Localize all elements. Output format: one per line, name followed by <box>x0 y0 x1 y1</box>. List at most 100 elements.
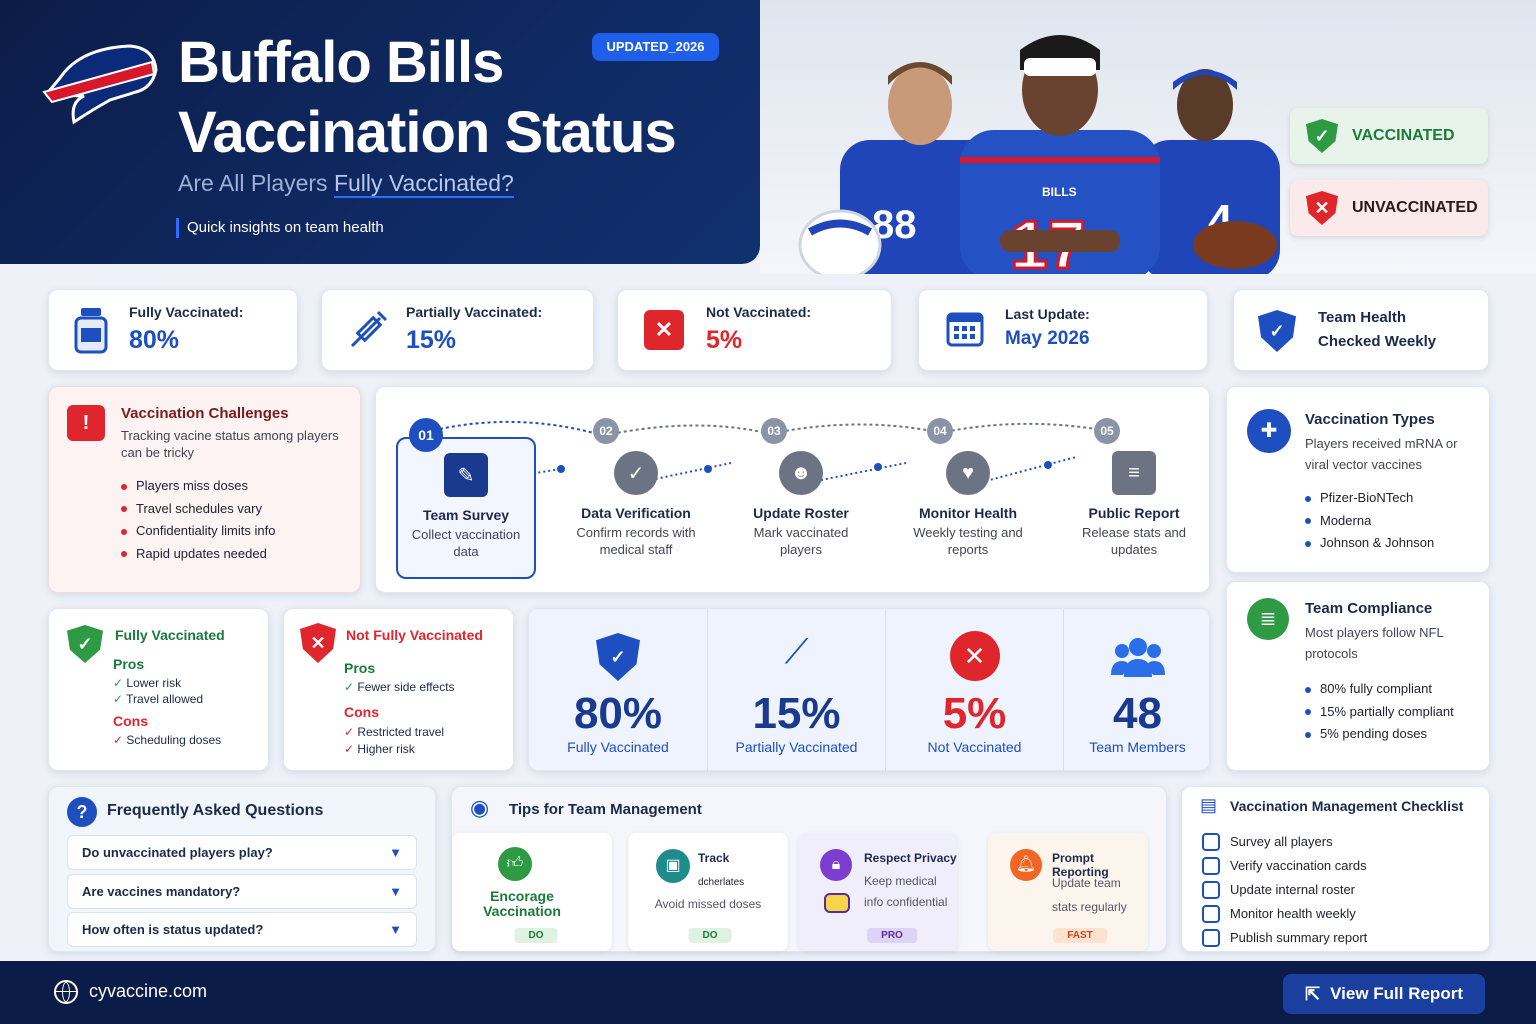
types-title: Vaccination Types <box>1305 411 1435 428</box>
faq-item[interactable]: Are vaccines mandatory? ▼ <box>67 874 417 909</box>
challenges-desc: Tracking vacine status among players can… <box>121 428 339 460</box>
tip-encourage[interactable]: 👍︎ Encorage Vaccination DO <box>452 833 612 951</box>
users-icon: ☻ <box>779 451 823 495</box>
insight-text: Quick insights on team health <box>176 218 384 238</box>
lock-icon: 🔒︎ <box>820 849 852 881</box>
shield-icon: ✓ <box>1258 310 1296 352</box>
checklist-card: ▤ Vaccination Management Checklist Surve… <box>1181 786 1490 952</box>
report-icon: ≡ <box>1112 451 1156 495</box>
legend-unvaccinated: ✕ UNVACCINATED <box>1290 180 1488 236</box>
bell-icon: 🔔︎ <box>1010 849 1042 881</box>
tips-card: ◉ Tips for Team Management 👍︎ Encorage V… <box>451 786 1167 952</box>
list-item: 80% fully compliant <box>1305 678 1454 701</box>
list-item: Confidentiality limits info <box>121 520 275 543</box>
checkbox[interactable] <box>1202 833 1220 851</box>
x-shield-icon: ✕ <box>1306 191 1338 225</box>
list-item: Travel schedules vary <box>121 498 275 521</box>
process-connectors <box>439 420 1097 482</box>
compliance-list: 80% fully compliant 15% partially compli… <box>1305 678 1454 746</box>
question-icon: ? <box>67 797 97 827</box>
stat-card-update: Last Update: May 2026 <box>918 289 1208 371</box>
checkbox[interactable] <box>1202 929 1220 947</box>
check-shield-icon: ✓ <box>1306 119 1338 153</box>
faq-item[interactable]: How often is status updated? ▼ <box>67 912 417 947</box>
checklist-item[interactable]: Survey all players <box>1202 830 1367 854</box>
cons-label: Cons <box>113 713 148 729</box>
list-item: Pfizer-BioNTech <box>1305 487 1434 510</box>
checklist-item[interactable]: Publish summary report <box>1202 926 1367 950</box>
site-link[interactable]: cyvaccine.com <box>89 981 208 1001</box>
step-number: 03 <box>761 418 787 444</box>
list-item: Johnson & Johnson <box>1305 532 1434 555</box>
checklist-item[interactable]: Update internal roster <box>1202 878 1367 902</box>
mask-icon <box>824 893 850 913</box>
big-stat-partial: ⟋ 15% Partially Vaccinated <box>707 609 885 772</box>
pros-label: Pros <box>344 660 376 676</box>
tip-tag: PRO <box>867 928 917 943</box>
step-number: 02 <box>593 418 619 444</box>
x-shield-icon: ✕ <box>300 623 336 663</box>
challenges-card: ! Vaccination Challenges Tracking vacine… <box>48 386 361 593</box>
checkbox[interactable] <box>1202 857 1220 875</box>
step-4[interactable]: ♥ Monitor Health Weekly testing and repor… <box>898 437 1038 579</box>
tip-track[interactable]: ▣ Track dcherlates Avoid missed doses DO <box>628 833 788 951</box>
tip-reporting[interactable]: 🔔︎ Prompt Reporting Update team stats re… <box>988 833 1148 951</box>
challenges-title: Vaccination Challenges <box>121 405 289 422</box>
pros-label: Pros <box>113 656 145 672</box>
heart-icon: ♥ <box>946 451 990 495</box>
tip-privacy[interactable]: 🔒︎ Respect Privacy Keep medical info con… <box>798 833 958 951</box>
compliance-desc: Most players follow NFL protocols <box>1305 625 1444 661</box>
step-1[interactable]: ✎ Team Survey Collect vaccination data <box>396 437 536 579</box>
stat-label: Not Vaccinated: <box>706 304 812 320</box>
stat-value: 5% <box>706 326 743 354</box>
step-5[interactable]: ≡ Public Report Release stats and updates <box>1064 437 1204 579</box>
faq-item[interactable]: Do unvaccinated players play? ▼ <box>67 835 417 870</box>
fully-title: Fully Vaccinated <box>115 627 225 643</box>
team-health-card: ✓ Team Health Checked Weekly <box>1233 289 1489 371</box>
x-icon: ✕ <box>644 310 684 350</box>
view-report-button[interactable]: ⇱ View Full Report <box>1283 974 1485 1014</box>
types-desc: Players received mRNA or viral vector va… <box>1305 436 1458 472</box>
legend-vaccinated: ✓ VACCINATED <box>1290 108 1488 164</box>
tips-title: Tips for Team Management <box>509 801 702 818</box>
chevron-down-icon: ▼ <box>389 884 402 899</box>
checklist-item[interactable]: Verify vaccination cards <box>1202 854 1367 878</box>
step-3[interactable]: ☻ Update Roster Mark vaccinated players <box>731 437 871 579</box>
clipboard-icon: ▤ <box>1200 795 1218 815</box>
shield-icon: ✓ <box>596 633 640 681</box>
stat-card-partial: Partially Vaccinated: 15% <box>321 289 594 371</box>
list-item: Moderna <box>1305 510 1434 533</box>
step-number: 04 <box>927 418 953 444</box>
globe-icon <box>54 980 78 1004</box>
list-item: Players miss doses <box>121 475 275 498</box>
checkbox[interactable] <box>1202 905 1220 923</box>
stat-label: Fully Vaccinated: <box>129 304 244 320</box>
syringe-icon <box>350 310 388 348</box>
stat-card-fully: Fully Vaccinated: 80% <box>48 289 298 371</box>
vaccine-icon: ✚ <box>1247 409 1291 453</box>
team-health-text: Team Health Checked Weekly <box>1318 309 1437 350</box>
step-number: 05 <box>1094 418 1120 444</box>
process-card: ✎ Team Survey Collect vaccination data 01… <box>375 386 1210 593</box>
pros-list: ✓ Fewer side effects <box>344 680 455 694</box>
footer: cyvaccine.com ⇱ View Full Report <box>0 961 1536 1024</box>
pros-list: ✓ Lower risk ✓ Travel allowed <box>113 676 204 706</box>
syringe-icon: ⟋ <box>784 633 809 671</box>
not-fully-vaccinated-card: ✕ Not Fully Vaccinated Pros ✓ Fewer side… <box>283 608 514 771</box>
checkbox[interactable] <box>1202 881 1220 899</box>
verify-shield-icon: ✓ <box>614 451 658 495</box>
clipboard-icon: ✎ <box>444 453 488 497</box>
stat-label: Partially Vaccinated: <box>406 304 543 320</box>
players-illustration-icon: 88 4 BILLS 17 <box>798 35 1280 274</box>
fully-vaccinated-card: ✓ Fully Vaccinated Pros ✓ Lower risk ✓ T… <box>48 608 269 771</box>
chevron-down-icon: ▼ <box>389 845 402 860</box>
checklist-items: Survey all players Verify vaccination ca… <box>1202 830 1367 950</box>
checklist-item[interactable]: Monitor health weekly <box>1202 902 1367 926</box>
checklist-title: Vaccination Management Checklist <box>1230 798 1464 814</box>
tip-tag: DO <box>514 928 558 943</box>
big-stats-panel: ✓ 80% Fully Vaccinated ⟋ 15% Partially V… <box>528 608 1210 772</box>
updated-badge: UPDATED_2026 <box>592 33 719 61</box>
step-2[interactable]: ✓ Data Verification Confirm records with … <box>566 437 706 579</box>
cons-label: Cons <box>344 704 379 720</box>
cons-list: ✓ Restricted travel ✓ Higher risk <box>344 725 445 756</box>
